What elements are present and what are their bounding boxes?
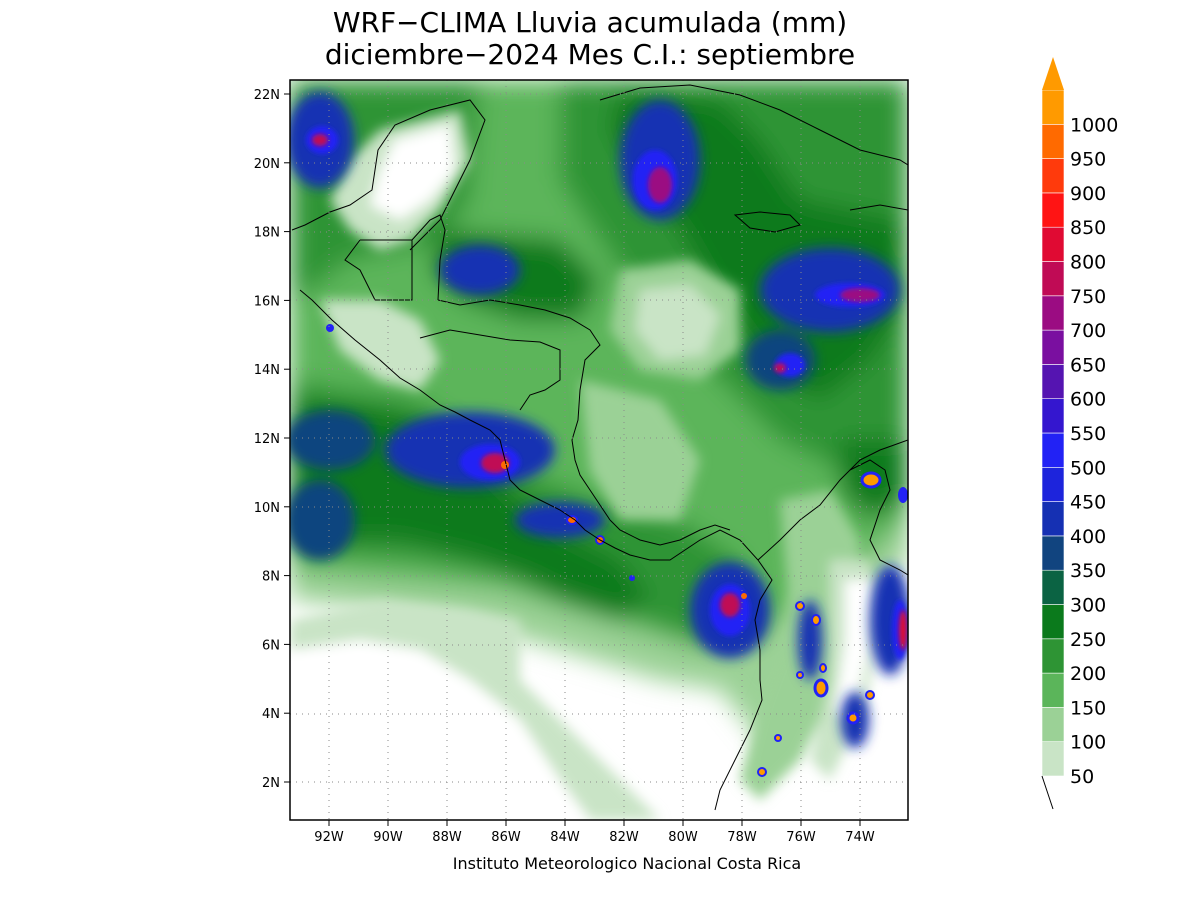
colorbar-label: 700 <box>1070 320 1106 342</box>
coastlines <box>291 84 908 811</box>
lat-tick-label: 18N <box>254 226 280 241</box>
colorbar-swatch <box>1041 569 1065 605</box>
colorbar-label: 450 <box>1070 492 1106 514</box>
lon-tick-label: 90W <box>373 830 403 845</box>
colorbar-label: 250 <box>1070 629 1106 651</box>
colorbar-upper-extension <box>1042 57 1064 90</box>
map-frame <box>289 79 909 821</box>
colorbar-swatch <box>1041 158 1065 194</box>
colorbar-swatch <box>1041 638 1065 674</box>
colorbar-swatch <box>1041 398 1065 434</box>
lon-tick-label: 92W <box>314 830 344 845</box>
colorbar-lower-extension <box>1042 776 1064 809</box>
lat-tick-label: 8N <box>262 570 280 585</box>
lon-tick-label: 82W <box>609 830 639 845</box>
lon-tick-label: 88W <box>432 830 462 845</box>
colorbar-label: 550 <box>1070 423 1106 445</box>
colorbar-label: 600 <box>1070 389 1106 411</box>
colorbar-swatch <box>1041 329 1065 365</box>
colorbar-swatch <box>1041 432 1065 468</box>
graticule <box>290 80 908 820</box>
colorbar-swatch <box>1041 707 1065 743</box>
colorbar-swatch <box>1041 295 1065 331</box>
colorbar-label: 750 <box>1070 286 1106 308</box>
lat-tick-label: 22N <box>254 88 280 103</box>
map-title-line-1: WRF−CLIMA Lluvia acumulada (mm) <box>333 6 847 39</box>
lon-tick-label: 80W <box>668 830 698 845</box>
colorbar-label: 800 <box>1070 252 1106 274</box>
lon-tick-label: 78W <box>727 830 757 845</box>
lat-tick-label: 2N <box>262 776 280 791</box>
colorbar-label: 650 <box>1070 354 1106 376</box>
lat-tick-label: 4N <box>262 707 280 722</box>
colorbar-swatch <box>1041 535 1065 571</box>
colorbar-label: 150 <box>1070 697 1106 719</box>
colorbar-swatch <box>1041 192 1065 228</box>
colorbar-label: 950 <box>1070 149 1106 171</box>
colorbar-swatch <box>1041 364 1065 399</box>
map-title-line-2: diciembre−2024 Mes C.I.: septiembre <box>325 38 855 71</box>
colorbar-label: 850 <box>1070 217 1106 239</box>
lat-tick-label: 20N <box>254 157 280 172</box>
colorbar-label: 1000 <box>1070 114 1118 136</box>
colorbar-swatch <box>1041 604 1065 640</box>
colorbar-swatch <box>1041 261 1065 297</box>
colorbar-label: 400 <box>1070 526 1106 548</box>
lon-tick-label: 74W <box>845 830 875 845</box>
colorbar-label: 50 <box>1070 766 1094 788</box>
colorbar-swatch <box>1041 501 1065 537</box>
lon-tick-label: 86W <box>491 830 521 845</box>
colorbar-label: 350 <box>1070 560 1106 582</box>
lat-tick-label: 6N <box>262 638 280 653</box>
lon-tick-label: 76W <box>786 830 816 845</box>
colorbar-swatch <box>1041 124 1065 159</box>
colorbar-swatch <box>1041 226 1065 262</box>
colorbar-lower-extension-edge <box>1041 775 1054 810</box>
lat-tick-label: 10N <box>254 501 280 516</box>
colorbar-label: 100 <box>1070 732 1106 754</box>
rainfall-field <box>290 80 908 820</box>
colorbar-label: 500 <box>1070 457 1106 479</box>
credit-text: Instituto Meteorologico Nacional Costa R… <box>453 854 801 873</box>
latitude-axis: 22N 20N 18N 16N 14N 12N 10N 8N 6N 4N 2N <box>254 88 290 791</box>
colorbar-swatch <box>1041 672 1065 708</box>
lat-tick-label: 16N <box>254 294 280 309</box>
lon-tick-label: 84W <box>550 830 580 845</box>
colorbar-label: 200 <box>1070 663 1106 685</box>
lat-tick-label: 12N <box>254 432 280 447</box>
colorbar-legend: 50 100 150 200 250 300 350 400 450 500 550 600 650 70… <box>1041 57 1118 810</box>
longitude-axis: 92W 90W 88W 86W 84W 82W 80W 78W 76W 74W <box>314 820 875 845</box>
colorbar-swatch <box>1041 89 1065 125</box>
colorbar-label: 300 <box>1070 595 1106 617</box>
lat-tick-label: 14N <box>254 363 280 378</box>
colorbar-label: 900 <box>1070 183 1106 205</box>
colorbar-swatch <box>1041 466 1065 502</box>
colorbar-swatch <box>1041 741 1065 777</box>
